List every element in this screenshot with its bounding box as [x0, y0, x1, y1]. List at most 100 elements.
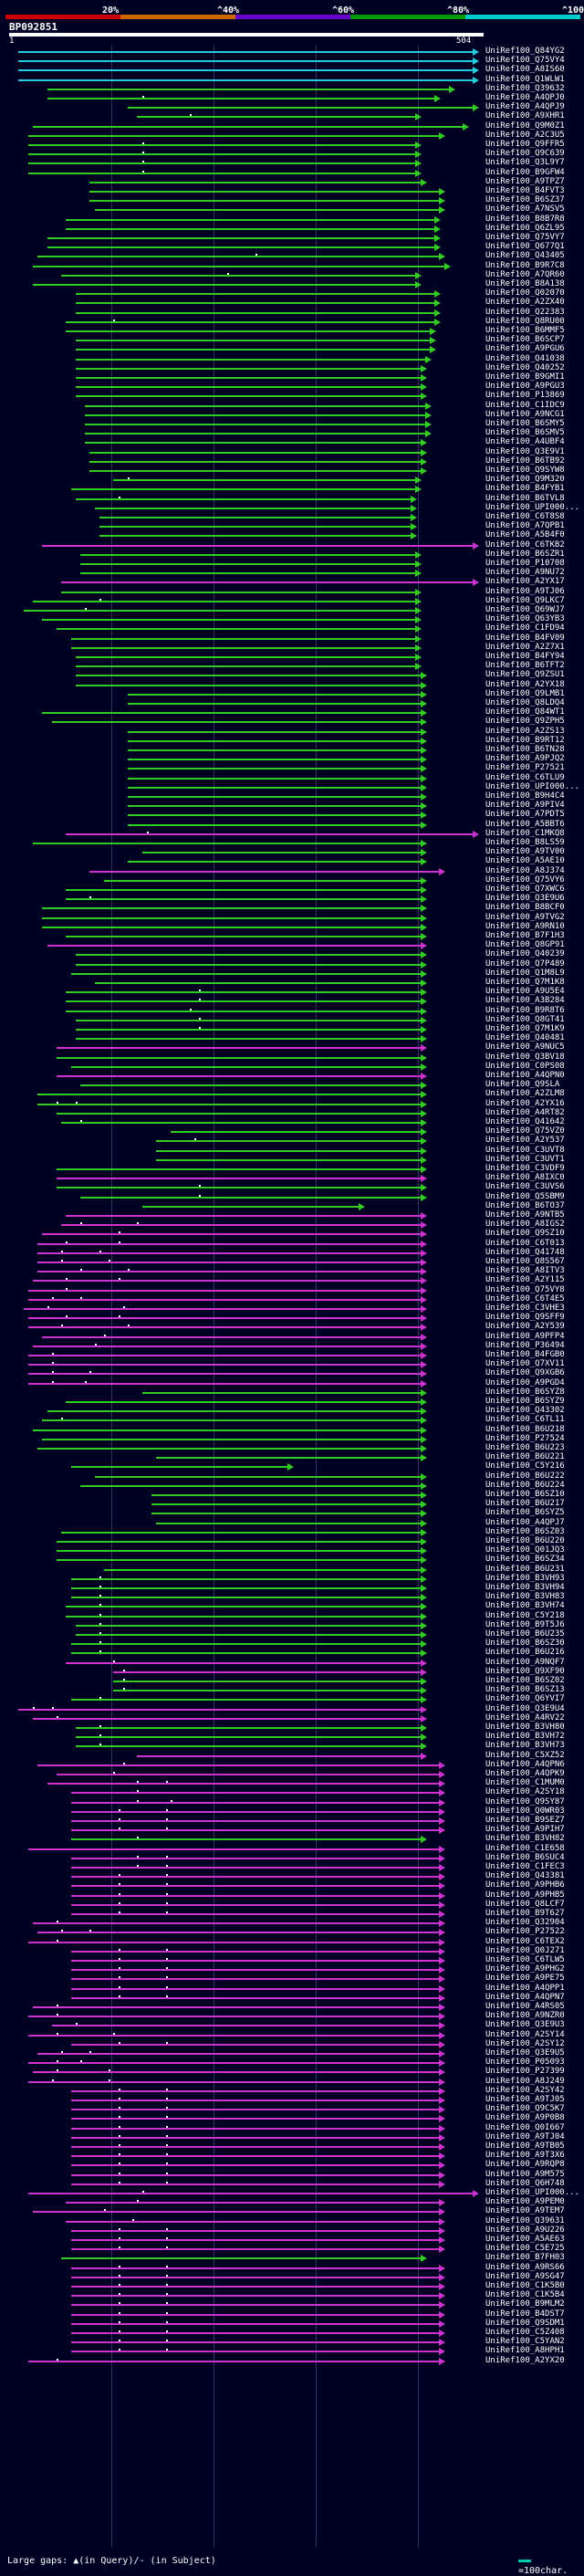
hit-row[interactable]: UniRef100_B6TB92: [0, 456, 584, 466]
hit-row[interactable]: UniRef100_A4UBF4: [0, 437, 584, 447]
hit-name[interactable]: UniRef100_Q84YG2: [485, 47, 565, 56]
hit-row[interactable]: UniRef100_A3B284: [0, 996, 584, 1006]
hit-name[interactable]: UniRef100_A4QPN0: [485, 1071, 565, 1080]
hit-name[interactable]: UniRef100_Q0J271: [485, 1945, 565, 1955]
hit-name[interactable]: UniRef100_Q6YVI7: [485, 1694, 565, 1704]
hit-row[interactable]: UniRef100_A9XHR1: [0, 111, 584, 121]
hit-name[interactable]: UniRef100_A8J249: [485, 2076, 565, 2086]
hit-name[interactable]: UniRef100_Q75VY8: [485, 1284, 565, 1294]
hit-row[interactable]: UniRef100_B6SZ02: [0, 1676, 584, 1686]
hit-name[interactable]: UniRef100_Q40481: [485, 1033, 565, 1043]
hit-name[interactable]: UniRef100_Q43405: [485, 251, 565, 261]
hit-row[interactable]: UniRef100_B4FYB1: [0, 484, 584, 494]
hit-row[interactable]: UniRef100_UPI000...: [0, 782, 584, 792]
hit-row[interactable]: UniRef100_Q8LDQ4: [0, 698, 584, 708]
hit-row[interactable]: UniRef100_A2Z7X1: [0, 642, 584, 653]
hit-row[interactable]: UniRef100_A8HPH1: [0, 2346, 584, 2356]
hit-row[interactable]: UniRef100_A4RV22: [0, 1713, 584, 1723]
hit-name[interactable]: UniRef100_B6U218: [485, 1424, 565, 1434]
hit-name[interactable]: UniRef100_B3VH82: [485, 1834, 565, 1844]
hit-row[interactable]: UniRef100_C5Z408: [0, 2328, 584, 2338]
hit-name[interactable]: UniRef100_A9NTB5: [485, 1210, 565, 1220]
hit-row[interactable]: UniRef100_Q63YB3: [0, 614, 584, 624]
hit-row[interactable]: UniRef100_B6U218: [0, 1424, 584, 1435]
hit-row[interactable]: UniRef100_B3VH72: [0, 1732, 584, 1742]
hit-row[interactable]: UniRef100_C3VHE3: [0, 1304, 584, 1314]
hit-row[interactable]: UniRef100_Q41642: [0, 1117, 584, 1127]
hit-row[interactable]: UniRef100_C5Y218: [0, 1611, 584, 1621]
hit-row[interactable]: UniRef100_B9GMI1: [0, 372, 584, 382]
hit-row[interactable]: UniRef100_Q9M0Z1: [0, 121, 584, 131]
hit-name[interactable]: UniRef100_B6U235: [485, 1629, 565, 1639]
hit-name[interactable]: UniRef100_A9PHB6: [485, 1880, 565, 1890]
hit-row[interactable]: UniRef100_Q3E9U5: [0, 2048, 584, 2058]
hit-row[interactable]: UniRef100_A9PGU6: [0, 344, 584, 354]
hit-row[interactable]: UniRef100_P13869: [0, 391, 584, 401]
hit-row[interactable]: UniRef100_C6T8S8: [0, 512, 584, 522]
hit-name[interactable]: UniRef100_Q9SLA: [485, 1080, 560, 1090]
hit-row[interactable]: UniRef100_A9PGU3: [0, 382, 584, 392]
hit-name[interactable]: UniRef100_A5AE63: [485, 2235, 565, 2244]
hit-name[interactable]: UniRef100_B9GMI1: [485, 372, 565, 382]
hit-name[interactable]: UniRef100_P27522: [485, 1927, 565, 1937]
hit-row[interactable]: UniRef100_A8J249: [0, 2076, 584, 2087]
hit-row[interactable]: UniRef100_C1MUM0: [0, 1778, 584, 1788]
hit-name[interactable]: UniRef100_Q63YB3: [485, 614, 565, 624]
hit-name[interactable]: UniRef100_A4QPP1: [485, 1983, 565, 1993]
hit-name[interactable]: UniRef100_A2Z7X1: [485, 642, 565, 652]
hit-name[interactable]: UniRef100_A9P0B8: [485, 2113, 565, 2123]
hit-row[interactable]: UniRef100_Q9SDM1: [0, 2319, 584, 2329]
hit-name[interactable]: UniRef100_B6SZ10: [485, 1490, 565, 1499]
hit-row[interactable]: UniRef100_A7QR60: [0, 270, 584, 280]
hit-name[interactable]: UniRef100_Q3E9U4: [485, 1703, 565, 1713]
hit-row[interactable]: UniRef100_C6TKB2: [0, 540, 584, 550]
hit-row[interactable]: UniRef100_Q41038: [0, 354, 584, 364]
hit-name[interactable]: UniRef100_Q0WR03: [485, 1806, 565, 1816]
hit-row[interactable]: UniRef100_Q8LCF7: [0, 1899, 584, 1910]
hit-row[interactable]: UniRef100_P36494: [0, 1341, 584, 1351]
hit-row[interactable]: UniRef100_A4QPJ0: [0, 93, 584, 103]
hit-name[interactable]: UniRef100_A4QPJ9: [485, 102, 565, 112]
hit-row[interactable]: UniRef100_B9RT12: [0, 736, 584, 746]
hit-row[interactable]: UniRef100_B8A138: [0, 279, 584, 289]
hit-row[interactable]: UniRef100_A2YX18: [0, 680, 584, 690]
hit-name[interactable]: UniRef100_Q7P489: [485, 958, 565, 969]
hit-row[interactable]: UniRef100_B8B7R8: [0, 215, 584, 225]
hit-name[interactable]: UniRef100_Q9SDM1: [485, 2318, 565, 2328]
hit-row[interactable]: UniRef100_A9U5E4: [0, 987, 584, 997]
hit-row[interactable]: UniRef100_Q9ZPH5: [0, 717, 584, 727]
hit-name[interactable]: UniRef100_B3VH73: [485, 1741, 565, 1751]
hit-name[interactable]: UniRef100_B6U224: [485, 1480, 565, 1490]
hit-row[interactable]: UniRef100_B6SZ37: [0, 195, 584, 205]
hit-row[interactable]: UniRef100_C6TLU9: [0, 773, 584, 783]
hit-row[interactable]: UniRef100_A9PIV4: [0, 801, 584, 811]
hit-name[interactable]: UniRef100_B6SMY5: [485, 419, 565, 428]
hit-row[interactable]: UniRef100_Q7P489: [0, 958, 584, 969]
hit-name[interactable]: UniRef100_C1K5B4: [485, 2290, 565, 2300]
hit-row[interactable]: UniRef100_A9TPZ7: [0, 177, 584, 187]
hit-row[interactable]: UniRef100_A2Y537: [0, 1136, 584, 1146]
hit-row[interactable]: UniRef100_A9TV00: [0, 847, 584, 857]
hit-name[interactable]: UniRef100_A5AE10: [485, 856, 565, 866]
hit-name[interactable]: UniRef100_A8IGS2: [485, 1220, 565, 1230]
hit-name[interactable]: UniRef100_B6SZ02: [485, 1676, 565, 1685]
hit-row[interactable]: UniRef100_B6SZ10: [0, 1490, 584, 1500]
hit-row[interactable]: UniRef100_C5YAN2: [0, 2337, 584, 2347]
hit-name[interactable]: UniRef100_Q8LCF7: [485, 1899, 565, 1909]
hit-row[interactable]: UniRef100_Q8RU00: [0, 317, 584, 327]
hit-name[interactable]: UniRef100_A4RS05: [485, 2002, 565, 2011]
hit-row[interactable]: UniRef100_B6SYZ9: [0, 1397, 584, 1407]
hit-row[interactable]: UniRef100_Q9LKC7: [0, 596, 584, 606]
hit-name[interactable]: UniRef100_B6U223: [485, 1443, 565, 1452]
hit-name[interactable]: UniRef100_Q69WJ7: [485, 605, 565, 614]
hit-name[interactable]: UniRef100_A9PIV4: [485, 801, 565, 811]
hit-row[interactable]: UniRef100_B3VH73: [0, 1741, 584, 1751]
hit-row[interactable]: UniRef100_A9TJ05: [0, 2095, 584, 2105]
hit-row[interactable]: UniRef100_P27524: [0, 1434, 584, 1444]
hit-name[interactable]: UniRef100_A7NSV5: [485, 204, 565, 215]
hit-row[interactable]: UniRef100_UPI000...: [0, 503, 584, 513]
hit-name[interactable]: UniRef100_A8HPH1: [485, 2346, 565, 2356]
hit-name[interactable]: UniRef100_Q9LMB1: [485, 688, 565, 698]
hit-row[interactable]: UniRef100_Q9C639: [0, 149, 584, 159]
hit-name[interactable]: UniRef100_Q9SY87: [485, 1796, 565, 1806]
